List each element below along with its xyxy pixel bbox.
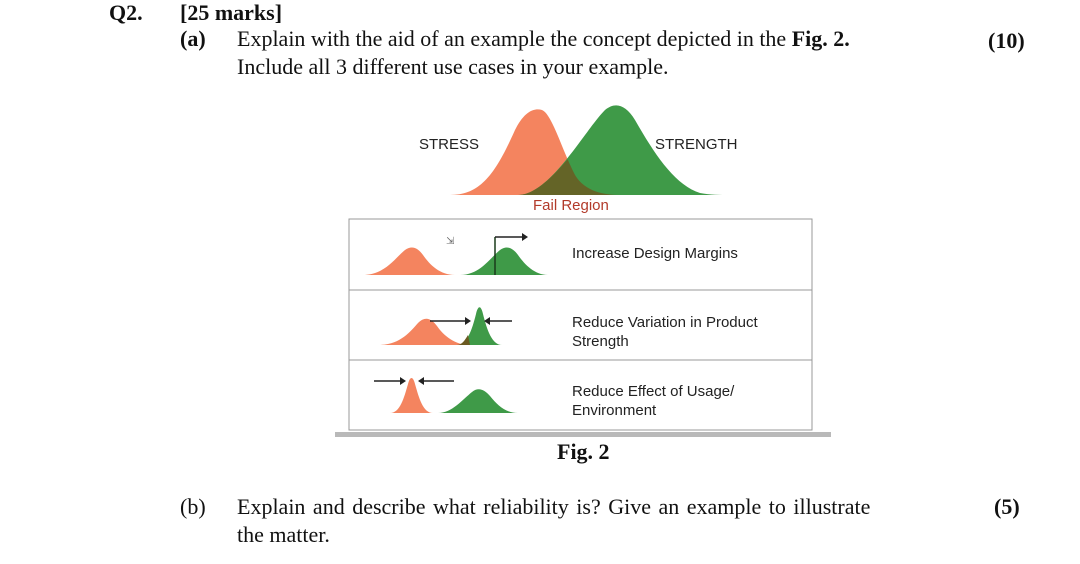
row3-label-line1: Reduce Effect of Usage/ [572, 383, 735, 400]
part-a-label: (a) [180, 26, 206, 51]
row2-left-arrow-head [465, 317, 471, 325]
strength-label: STRENGTH [655, 136, 738, 153]
row2-overlap [457, 335, 470, 345]
figure-bottom-bar [335, 432, 831, 437]
row2-stress-curve [378, 318, 470, 345]
figure-caption: Fig. 2 [557, 439, 610, 464]
row3-strength-curve [438, 389, 518, 413]
part-b-points: (5) [994, 494, 1020, 519]
row1-strength-curve [460, 247, 548, 275]
row2-right-arrow-head [484, 317, 490, 325]
part-a-fig-reference: Fig. 2. [791, 26, 850, 51]
stress-strength-figure: STRESS STRENGTH Fail Region ⇲ Increase D… [335, 105, 831, 437]
table-row: Reduce Variation in Product Strength [378, 307, 758, 350]
question-number: Q2. [109, 0, 143, 25]
stress-curve [450, 109, 620, 195]
row2-strength-curve [457, 307, 502, 345]
row2-label-line2: Strength [572, 333, 629, 350]
row3-right-arrow-head [418, 377, 424, 385]
row2-label-line1: Reduce Variation in Product [572, 314, 758, 331]
cursor-icon: ⇲ [446, 236, 455, 247]
table-row: Reduce Effect of Usage/ Environment [374, 377, 735, 419]
main-distribution-graph: STRESS STRENGTH Fail Region [419, 105, 738, 214]
row3-label-line2: Environment [572, 402, 657, 419]
stress-label: STRESS [419, 136, 479, 153]
part-a-text-line2: Include all 3 different use cases in you… [237, 54, 669, 79]
part-a-text-prefix: Explain with the aid of an example the c… [237, 26, 792, 51]
part-a-text-line1: Explain with the aid of an example the c… [237, 26, 850, 52]
part-a-points: (10) [988, 28, 1025, 53]
use-case-table: ⇲ Increase Design Margins Reduce Variati… [348, 218, 813, 431]
part-b-text-line2: the matter. [237, 522, 330, 547]
table-row: ⇲ Increase Design Margins [362, 233, 738, 275]
row3-left-arrow-head [400, 377, 406, 385]
row1-stress-curve [362, 247, 455, 275]
row1-arrow-head [522, 233, 528, 241]
row1-label: Increase Design Margins [572, 245, 738, 262]
part-b-label: (b) [180, 494, 206, 519]
question-marks: [25 marks] [180, 0, 283, 25]
row3-stress-curve [390, 378, 433, 413]
fail-region-label: Fail Region [533, 197, 609, 214]
part-b-text-line1: Explain and describe what reliability is… [237, 494, 871, 519]
